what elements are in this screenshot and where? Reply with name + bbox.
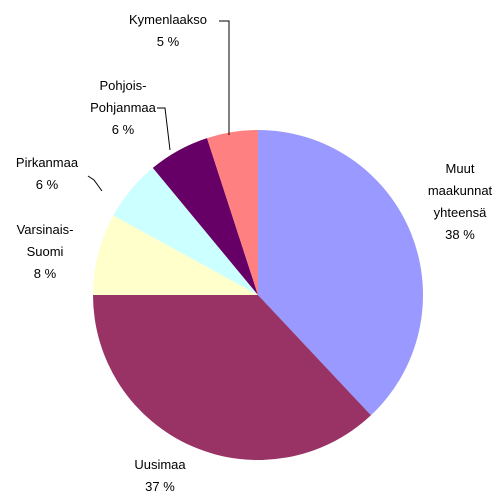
value-label: 38 % <box>445 227 475 242</box>
value-label: 6 % <box>111 122 135 137</box>
slice-label: Pohjois- Pohjanmaa 6 % <box>90 75 156 141</box>
slice-label: Pirkanmaa 6 % <box>16 152 78 196</box>
category-label: Varsinais- Suomi <box>16 222 74 259</box>
slice-label: Varsinais- Suomi 8 % <box>17 219 74 285</box>
pie-slice <box>113 167 259 295</box>
category-label: Muut maakunnat yhteensä <box>427 161 493 220</box>
pie-slice <box>207 130 258 295</box>
value-label: 6 % <box>35 177 59 192</box>
category-label: Pohjois- Pohjanmaa <box>90 78 156 115</box>
pie-slice <box>93 295 371 460</box>
pie-slice <box>258 130 423 416</box>
pie-slice <box>152 138 258 295</box>
leader-line <box>157 107 171 151</box>
value-label: 8 % <box>33 266 57 281</box>
category-label: Uusimaa <box>134 457 186 472</box>
value-label: 5 % <box>156 34 180 49</box>
pie-slice <box>93 215 258 295</box>
category-label: Pirkanmaa <box>15 155 79 170</box>
slice-label: Muut maakunnat yhteensä 38 % <box>428 158 492 246</box>
leader-line <box>219 20 230 135</box>
slice-label: Uusimaa 37 % <box>134 454 185 497</box>
category-label: Kymenlaakso <box>128 12 208 27</box>
slice-label: Kymenlaakso 5 % <box>129 9 207 53</box>
leader-line <box>87 175 103 192</box>
value-label: 37 % <box>145 479 175 494</box>
